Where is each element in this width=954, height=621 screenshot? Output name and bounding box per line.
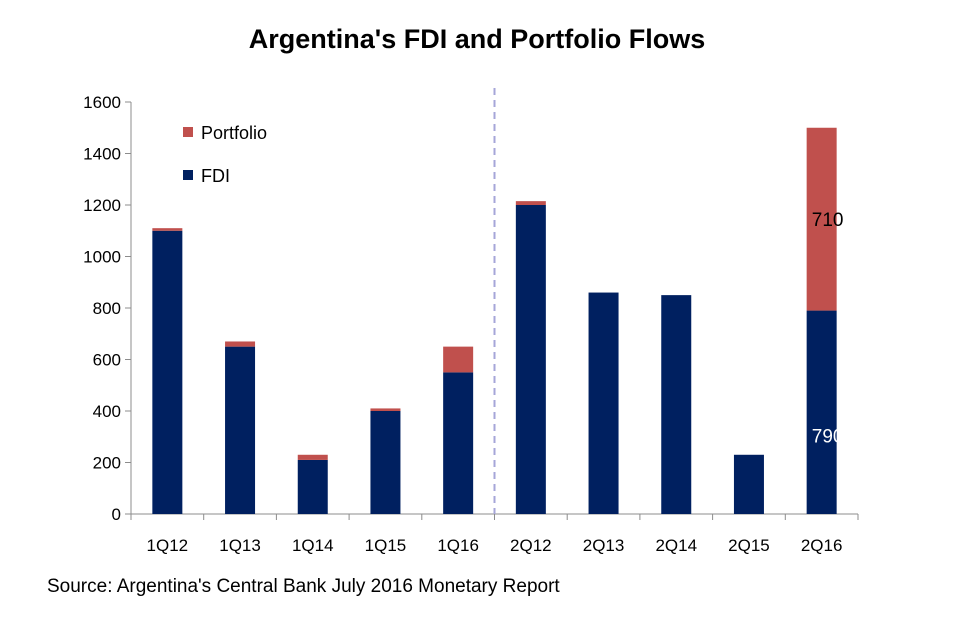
bar-fdi-1q15 (370, 411, 401, 514)
bar-chart: 0 200 400 600 800 1000 1200 1400 1600 1Q12 1Q13 1Q… (83, 88, 859, 555)
y-tick-label: 0 (112, 505, 121, 524)
source-note: Source: Argentina's Central Bank July 20… (47, 576, 560, 597)
y-tick-label: 1200 (83, 196, 121, 215)
bar-fdi-1q12 (152, 230, 183, 514)
bar-portfolio-1q14 (297, 454, 328, 460)
bar-fdi-2q15 (733, 454, 764, 514)
bar-portfolio-1q12 (152, 228, 183, 231)
x-tick-label: 1Q13 (219, 536, 261, 555)
bar-portfolio-2q12 (515, 201, 546, 205)
data-label-fdi-2q16: 790 (812, 426, 844, 447)
legend-label-fdi: FDI (201, 166, 230, 186)
bar-fdi-2q14 (661, 295, 692, 514)
x-tick-label: 1Q12 (147, 536, 189, 555)
legend-swatch-fdi (183, 170, 193, 180)
bar-fdi-1q14 (297, 459, 328, 514)
x-tick-label: 2Q16 (801, 536, 843, 555)
bar-portfolio-2q16 (806, 127, 837, 311)
y-tick-label: 1600 (83, 93, 121, 112)
y-tick-label: 400 (93, 402, 121, 421)
bar-fdi-2q13 (588, 292, 619, 514)
x-tick-label: 2Q15 (728, 536, 770, 555)
y-tick-label: 1000 (83, 248, 121, 267)
legend: Portfolio FDI (183, 123, 267, 186)
y-tick-label: 200 (93, 454, 121, 473)
legend-label-portfolio: Portfolio (201, 123, 267, 143)
chart-title: Argentina's FDI and Portfolio Flows (248, 24, 706, 54)
bar-fdi-1q16 (443, 372, 474, 514)
bar-portfolio-1q13 (225, 341, 256, 347)
x-tick-label: 1Q15 (365, 536, 407, 555)
x-tick-label: 2Q13 (583, 536, 625, 555)
y-tick-label: 600 (93, 351, 121, 370)
legend-swatch-portfolio (183, 127, 193, 137)
bar-fdi-1q13 (225, 346, 256, 514)
y-tick-label: 1400 (83, 145, 121, 164)
bar-fdi-2q16 (806, 310, 837, 514)
bars (152, 127, 837, 514)
data-labels: 710 790 (812, 210, 844, 447)
x-tick-label: 2Q14 (655, 536, 697, 555)
x-tick-label: 1Q16 (437, 536, 479, 555)
bar-portfolio-1q16 (443, 346, 474, 373)
bar-portfolio-1q15 (370, 408, 401, 411)
x-tick-label: 2Q12 (510, 536, 552, 555)
bar-fdi-2q12 (515, 205, 546, 514)
y-tick-label: 800 (93, 299, 121, 318)
x-tick-label: 1Q14 (292, 536, 334, 555)
y-axis: 0 200 400 600 800 1000 1200 1400 1600 (83, 93, 132, 524)
data-label-portfolio-2q16: 710 (812, 210, 844, 231)
